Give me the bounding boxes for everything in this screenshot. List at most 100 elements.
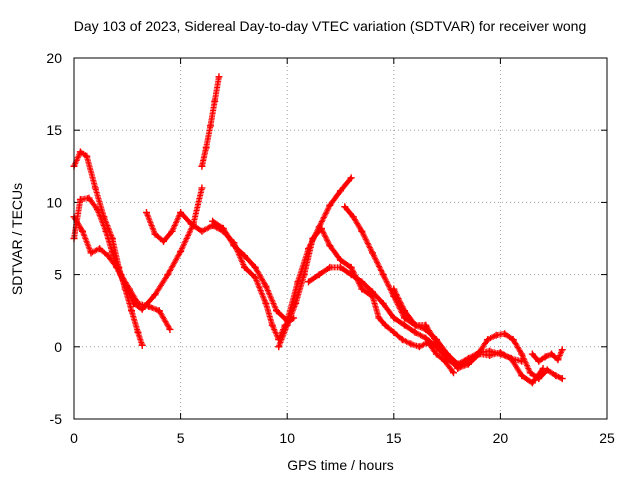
y-tick-label: -5: [50, 411, 63, 427]
data-point: [528, 379, 536, 387]
data-point: [262, 299, 270, 307]
data-point: [539, 364, 547, 372]
data-point: [315, 271, 323, 279]
data-point: [526, 369, 534, 377]
data-point: [543, 366, 551, 374]
x-tick-label: 5: [177, 430, 185, 446]
series-track-11: [528, 346, 566, 365]
data-point: [251, 273, 259, 281]
y-tick-label: 15: [46, 122, 62, 138]
data-point: [400, 321, 408, 329]
chart-title: Day 103 of 2023, Sidereal Day-to-day VTE…: [73, 18, 587, 34]
data-point: [166, 325, 174, 333]
data-point: [554, 356, 562, 364]
data-point: [76, 148, 84, 156]
data-point: [102, 227, 110, 235]
series-track-2: [70, 194, 174, 333]
data-point: [347, 174, 355, 182]
data-point: [83, 152, 91, 160]
data-point: [219, 224, 227, 232]
data-point: [128, 307, 136, 315]
data-point: [76, 196, 84, 204]
data-point: [407, 340, 415, 348]
y-tick-label: 0: [54, 339, 62, 355]
data-point: [187, 220, 195, 228]
data-point: [198, 162, 206, 170]
data-point: [326, 242, 334, 250]
data-point: [121, 281, 129, 289]
data-point: [130, 299, 138, 307]
data-point: [215, 73, 223, 81]
data-point: [501, 330, 509, 338]
data-point: [85, 194, 93, 202]
data-point: [138, 305, 146, 313]
data-point: [337, 263, 344, 271]
data-point: [93, 206, 101, 214]
data-point: [390, 285, 398, 293]
x-tick-label: 15: [386, 430, 402, 446]
data-point: [177, 209, 185, 217]
data-point: [347, 271, 355, 279]
data-point: [251, 263, 259, 271]
data-point: [432, 338, 440, 346]
data-point: [422, 334, 430, 342]
data-markers: [275, 225, 457, 376]
data-point: [273, 307, 281, 315]
data-point: [484, 336, 492, 344]
data-point: [358, 278, 366, 286]
data-point: [283, 321, 291, 329]
data-point: [347, 263, 355, 271]
data-point: [326, 201, 334, 209]
data-point: [358, 285, 366, 293]
data-point: [496, 349, 504, 357]
data-point: [390, 314, 398, 322]
data-point: [375, 314, 383, 322]
data-point: [492, 331, 500, 339]
data-point: [358, 227, 366, 235]
data-point: [415, 343, 423, 351]
data-point: [368, 249, 376, 257]
data-point: [535, 357, 543, 365]
data-point: [326, 263, 334, 271]
series-track-10: [390, 285, 566, 383]
data-point: [337, 256, 344, 264]
data-markers: [198, 73, 222, 170]
data-point: [104, 252, 112, 260]
data-point: [341, 203, 349, 211]
data-point: [206, 122, 214, 130]
data-point: [486, 351, 494, 359]
x-tick-label: 10: [279, 430, 295, 446]
data-point: [349, 213, 357, 221]
plot-border: [73, 57, 608, 420]
data-point: [241, 263, 249, 271]
y-tick-label: 10: [46, 194, 62, 210]
data-point: [509, 336, 517, 344]
data-point: [177, 247, 185, 255]
data-point: [292, 299, 300, 307]
data-point: [400, 307, 408, 315]
data-point: [552, 372, 560, 380]
data-point: [138, 341, 146, 349]
y-tick-label: 5: [54, 267, 62, 283]
data-point: [390, 328, 398, 336]
data-point: [518, 350, 526, 358]
x-tick-label: 0: [70, 430, 78, 446]
data-point: [202, 144, 210, 152]
data-point: [241, 252, 249, 260]
data-point: [558, 375, 566, 383]
data-point: [168, 227, 176, 235]
data-point: [454, 360, 462, 368]
data-point: [422, 321, 430, 329]
data-point: [381, 321, 389, 329]
y-tick-label: 20: [46, 50, 62, 66]
data-point: [198, 184, 206, 192]
data-point: [164, 271, 172, 279]
data-point: [113, 263, 121, 271]
data-point: [209, 217, 217, 225]
data-point: [230, 242, 238, 250]
data-markers: [71, 195, 173, 333]
data-point: [337, 187, 344, 195]
data-point: [300, 271, 308, 279]
series-track-7: [275, 224, 457, 377]
